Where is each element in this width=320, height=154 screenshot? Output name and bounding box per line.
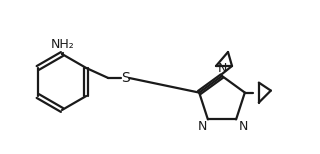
- Text: N: N: [239, 120, 249, 133]
- Text: S: S: [121, 71, 130, 85]
- Text: NH₂: NH₂: [51, 38, 75, 51]
- Text: N: N: [197, 120, 207, 133]
- Text: N: N: [217, 62, 227, 75]
